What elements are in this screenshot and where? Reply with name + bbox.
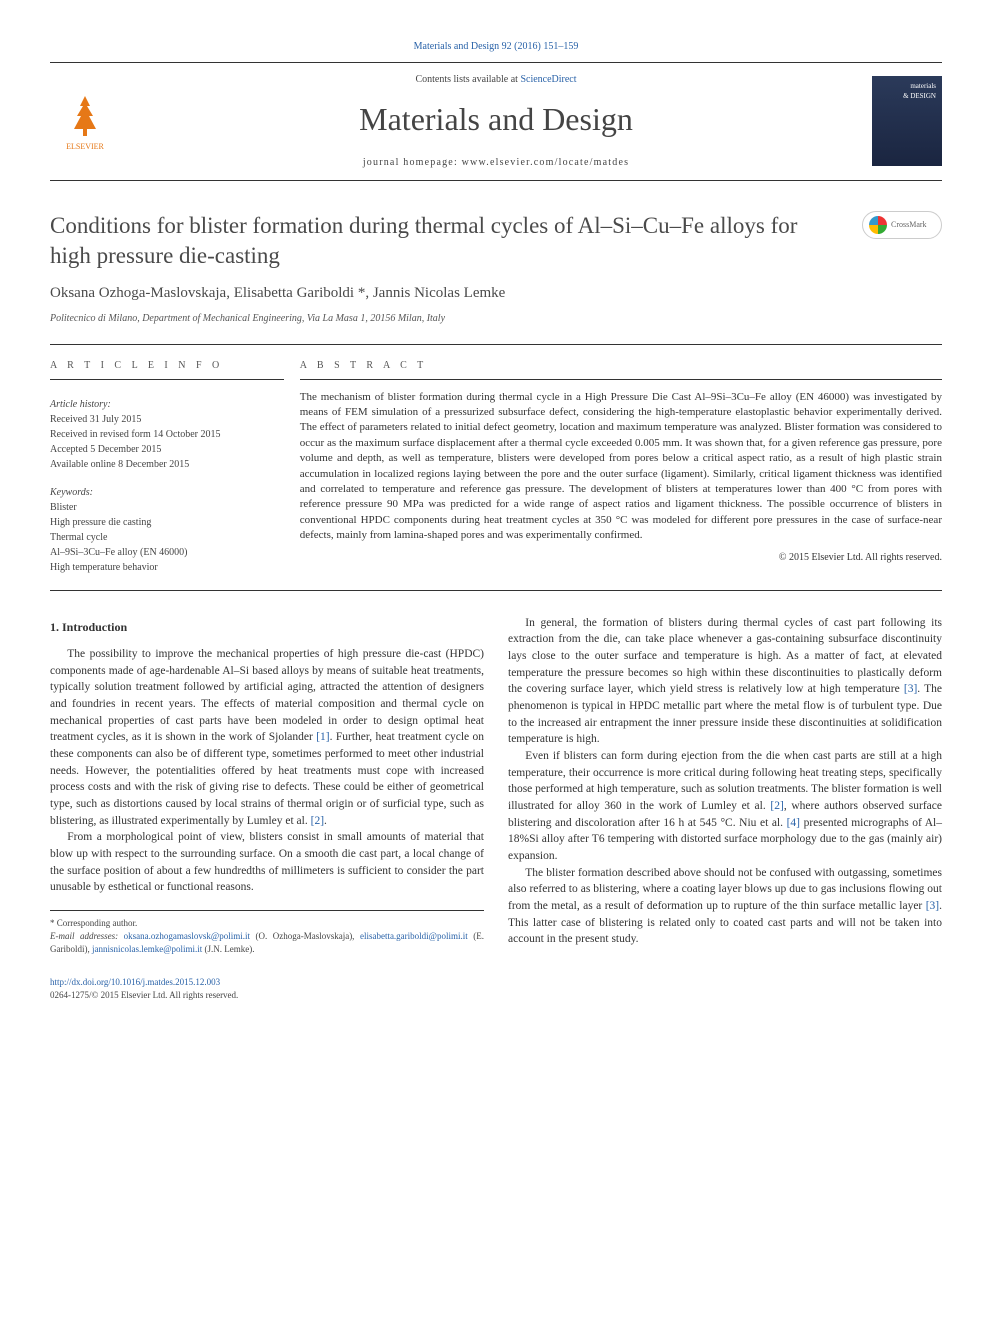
paragraph-5: The blister formation described above sh…	[508, 865, 942, 948]
keyword-5: High temperature behavior	[50, 561, 284, 575]
elsevier-tree-icon	[60, 91, 110, 141]
journal-header: ELSEVIER Contents lists available at Sci…	[50, 62, 942, 181]
paragraph-3: In general, the formation of blisters du…	[508, 615, 942, 748]
p3-text: In general, the formation of blisters du…	[508, 617, 942, 696]
paragraph-4: Even if blisters can form during ejectio…	[508, 748, 942, 865]
accepted-date: Accepted 5 December 2015	[50, 443, 284, 457]
paragraph-1: The possibility to improve the mechanica…	[50, 646, 484, 829]
abstract-heading: A B S T R A C T	[300, 359, 942, 380]
ref-link-2[interactable]: [2]	[311, 815, 324, 827]
ref-link-4[interactable]: [4]	[787, 817, 800, 829]
online-date: Available online 8 December 2015	[50, 458, 284, 472]
journal-homepage: journal homepage: www.elsevier.com/locat…	[120, 156, 872, 170]
keywords-label: Keywords:	[50, 486, 284, 500]
revised-date: Received in revised form 14 October 2015	[50, 428, 284, 442]
ref-link-3[interactable]: [3]	[904, 683, 917, 695]
email-name-1: (O. Ozhoga-Maslovskaja),	[250, 931, 360, 941]
page-root: Materials and Design 92 (2016) 151–159 E…	[0, 0, 992, 1041]
title-row: Conditions for blister formation during …	[50, 211, 942, 271]
corresponding-author: * Corresponding author.	[50, 917, 484, 930]
ref-link-2b[interactable]: [2]	[770, 800, 783, 812]
history-label: Article history:	[50, 398, 284, 412]
section-1-heading: 1. Introduction	[50, 619, 484, 636]
meta-abstract-row: A R T I C L E I N F O Article history: R…	[50, 344, 942, 591]
keyword-2: High pressure die casting	[50, 516, 284, 530]
sciencedirect-link[interactable]: ScienceDirect	[520, 74, 576, 85]
email-label: E-mail addresses:	[50, 931, 124, 941]
email-link-1[interactable]: oksana.ozhogamaslovsk@polimi.it	[124, 931, 250, 941]
doi-link[interactable]: http://dx.doi.org/10.1016/j.matdes.2015.…	[50, 977, 220, 987]
header-center: Contents lists available at ScienceDirec…	[120, 73, 872, 170]
abstract-text: The mechanism of blister formation durin…	[300, 390, 942, 544]
email-name-3: (J.N. Lemke).	[202, 944, 254, 954]
crossmark-label: CrossMark	[891, 219, 927, 230]
article-info-heading: A R T I C L E I N F O	[50, 359, 284, 380]
ref-link-1[interactable]: [1]	[316, 731, 329, 743]
top-citation-link[interactable]: Materials and Design 92 (2016) 151–159	[50, 40, 942, 54]
elsevier-logo[interactable]: ELSEVIER	[50, 81, 120, 161]
elsevier-label: ELSEVIER	[66, 141, 104, 152]
crossmark-badge[interactable]: CrossMark	[862, 211, 942, 239]
p5-text: The blister formation described above sh…	[508, 867, 942, 912]
footnote-block: * Corresponding author. E-mail addresses…	[50, 910, 484, 956]
issn-copyright: 0264-1275/© 2015 Elsevier Ltd. All right…	[50, 990, 238, 1000]
cover-title-line2: & DESIGN	[878, 92, 936, 102]
email-link-3[interactable]: jannisnicolas.lemke@polimi.it	[92, 944, 202, 954]
page-footer: http://dx.doi.org/10.1016/j.matdes.2015.…	[50, 976, 942, 1001]
journal-cover-thumbnail[interactable]: materials & DESIGN	[872, 76, 942, 166]
cover-title-line1: materials	[878, 82, 936, 92]
crossmark-icon	[869, 216, 887, 234]
keyword-3: Thermal cycle	[50, 531, 284, 545]
email-addresses-line: E-mail addresses: oksana.ozhogamaslovsk@…	[50, 930, 484, 956]
received-date: Received 31 July 2015	[50, 413, 284, 427]
ref-link-3b[interactable]: [3]	[926, 900, 939, 912]
homepage-url[interactable]: www.elsevier.com/locate/matdes	[462, 157, 630, 168]
keyword-1: Blister	[50, 501, 284, 515]
affiliation-line: Politecnico di Milano, Department of Mec…	[50, 312, 942, 326]
homepage-prefix: journal homepage:	[363, 157, 462, 168]
p1-text: The possibility to improve the mechanica…	[50, 648, 484, 743]
email-link-2[interactable]: elisabetta.gariboldi@polimi.it	[360, 931, 468, 941]
journal-title: Materials and Design	[120, 97, 872, 142]
keyword-4: Al–9Si–3Cu–Fe alloy (EN 46000)	[50, 546, 284, 560]
abstract-column: A B S T R A C T The mechanism of blister…	[300, 345, 942, 590]
article-title: Conditions for blister formation during …	[50, 211, 862, 271]
contents-prefix: Contents lists available at	[415, 74, 520, 85]
p1-cont: . Further, heat treatment cycle on these…	[50, 731, 484, 826]
authors-line: Oksana Ozhoga-Maslovskaja, Elisabetta Ga…	[50, 283, 942, 304]
contents-lists-line: Contents lists available at ScienceDirec…	[120, 73, 872, 87]
p1-end: .	[324, 815, 327, 827]
abstract-copyright: © 2015 Elsevier Ltd. All rights reserved…	[300, 551, 942, 565]
paragraph-2: From a morphological point of view, blis…	[50, 829, 484, 896]
article-info-column: A R T I C L E I N F O Article history: R…	[50, 345, 300, 590]
body-two-column: 1. Introduction The possibility to impro…	[50, 615, 942, 957]
